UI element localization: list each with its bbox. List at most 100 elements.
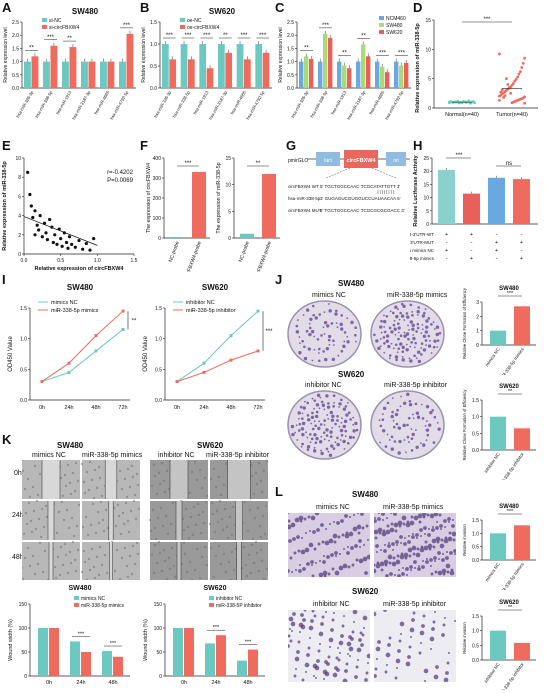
d-point	[469, 101, 472, 105]
colony-dot	[348, 435, 353, 440]
invaded-cell	[348, 646, 354, 652]
k-cell-texture	[115, 548, 119, 552]
colony-dot	[397, 426, 401, 430]
k-cell-texture	[223, 507, 227, 511]
k-time-24h: 24h	[12, 512, 24, 519]
invaded-cell	[298, 569, 302, 573]
colony-dot	[421, 314, 426, 318]
invaded-cell	[394, 574, 396, 576]
svgC-bar	[299, 61, 304, 88]
svgA-xtick-label: hsa-miR-338-5p	[34, 89, 54, 118]
svgC-bar	[375, 61, 380, 88]
k-right-bar	[248, 649, 258, 676]
svgA-legend-label: si-NC	[49, 18, 62, 24]
invaded-cell	[441, 633, 445, 637]
k-cell-texture	[98, 476, 102, 480]
svgB-bar	[262, 52, 270, 88]
k-cell-texture	[203, 545, 207, 549]
panel-letter-l: L	[275, 484, 283, 499]
svgA-ytick-label: 1.0	[12, 60, 19, 66]
k-cell-texture	[129, 509, 133, 513]
invaded-cell	[363, 544, 365, 546]
k-cell-texture	[228, 515, 232, 519]
invaded-cell	[426, 513, 430, 517]
svgC-bar	[309, 58, 314, 88]
k-cell-texture	[148, 518, 152, 522]
k-right-sig-label: ***	[245, 640, 252, 646]
invaded-cell	[446, 551, 448, 553]
invaded-cell	[397, 520, 403, 526]
colony-dot	[331, 414, 335, 419]
k-cell-texture	[192, 505, 196, 509]
invaded-cell	[427, 543, 433, 549]
colony-dot	[331, 426, 334, 429]
d-point	[506, 83, 510, 86]
svgJ2-ytick-label: 0.5	[472, 431, 479, 437]
colony-dot	[313, 399, 317, 402]
invaded-cell	[415, 533, 419, 537]
invaded-cell	[377, 640, 381, 644]
e-point	[26, 170, 30, 174]
colony-dot	[410, 428, 413, 430]
svgE-ytick-label: 0	[18, 252, 21, 258]
d-xtick-label: Tumor(n=40)	[496, 112, 528, 118]
colony-dot	[306, 445, 311, 449]
colony-dot	[328, 453, 333, 457]
k-cell-texture	[184, 507, 188, 511]
svgJ2-bar	[490, 416, 506, 450]
colony-dot	[401, 356, 404, 358]
invaded-cell	[335, 656, 339, 660]
invaded-cell	[359, 631, 363, 635]
svgA-title: SW480	[72, 8, 99, 16]
invaded-cell	[434, 570, 438, 574]
invaded-cell	[374, 667, 378, 671]
invaded-cell	[295, 668, 297, 670]
colony-dot	[424, 424, 427, 427]
svgE-ytick-label: 6	[18, 194, 21, 200]
k-cell-texture	[33, 464, 37, 468]
d-point	[500, 88, 504, 92]
colony-dot	[307, 347, 312, 351]
colony-dot	[306, 414, 310, 417]
k-cell-texture	[265, 567, 269, 571]
svgC-bar	[399, 65, 404, 88]
k-head-mir-mimics: miR-338-5p mimics	[82, 452, 143, 459]
colony-dot	[297, 411, 301, 415]
k-cell-texture	[131, 544, 135, 548]
colony-dot	[411, 310, 414, 313]
k-cell-texture	[251, 537, 255, 541]
colony-dot	[388, 439, 391, 441]
e-point	[48, 217, 52, 222]
chart-c-cell-lines-mirna-expression: Relative expression level0.00.51.01.52.0…	[278, 16, 411, 121]
svgC-bar	[323, 33, 328, 88]
k-cell-texture	[128, 554, 132, 558]
invaded-cell	[382, 519, 384, 521]
colony-dot	[426, 433, 430, 437]
k-cell-texture	[97, 465, 101, 469]
k-cell-texture	[219, 562, 223, 566]
colony-dot	[394, 305, 398, 309]
svgA-xtick-label: hsa-miR-1913	[55, 89, 73, 115]
k-left-bar	[102, 651, 112, 676]
k-cell-texture	[198, 468, 202, 472]
svgC-xtick-label: hsa-miR-4792-5p	[384, 89, 405, 120]
invaded-cell	[310, 619, 314, 623]
colony-dot	[300, 445, 303, 448]
invaded-cell	[330, 628, 334, 632]
panel-letter-k: K	[2, 432, 12, 447]
colony-dot	[295, 324, 299, 328]
colony-dot	[318, 407, 321, 410]
invaded-cell	[410, 636, 412, 638]
invaded-cell	[410, 569, 412, 571]
colony-dot	[342, 424, 346, 429]
svgA-bar	[81, 61, 88, 88]
panel-letter-c: C	[275, 0, 285, 15]
k-left-bar	[70, 641, 80, 676]
invaded-cell	[334, 666, 338, 670]
colony-dot	[405, 343, 408, 346]
e-point	[88, 248, 92, 252]
colony-dot	[375, 339, 379, 343]
j-dish-inhibitor-nc	[287, 390, 362, 460]
invaded-cell	[385, 529, 391, 535]
colony-dot	[414, 402, 418, 406]
